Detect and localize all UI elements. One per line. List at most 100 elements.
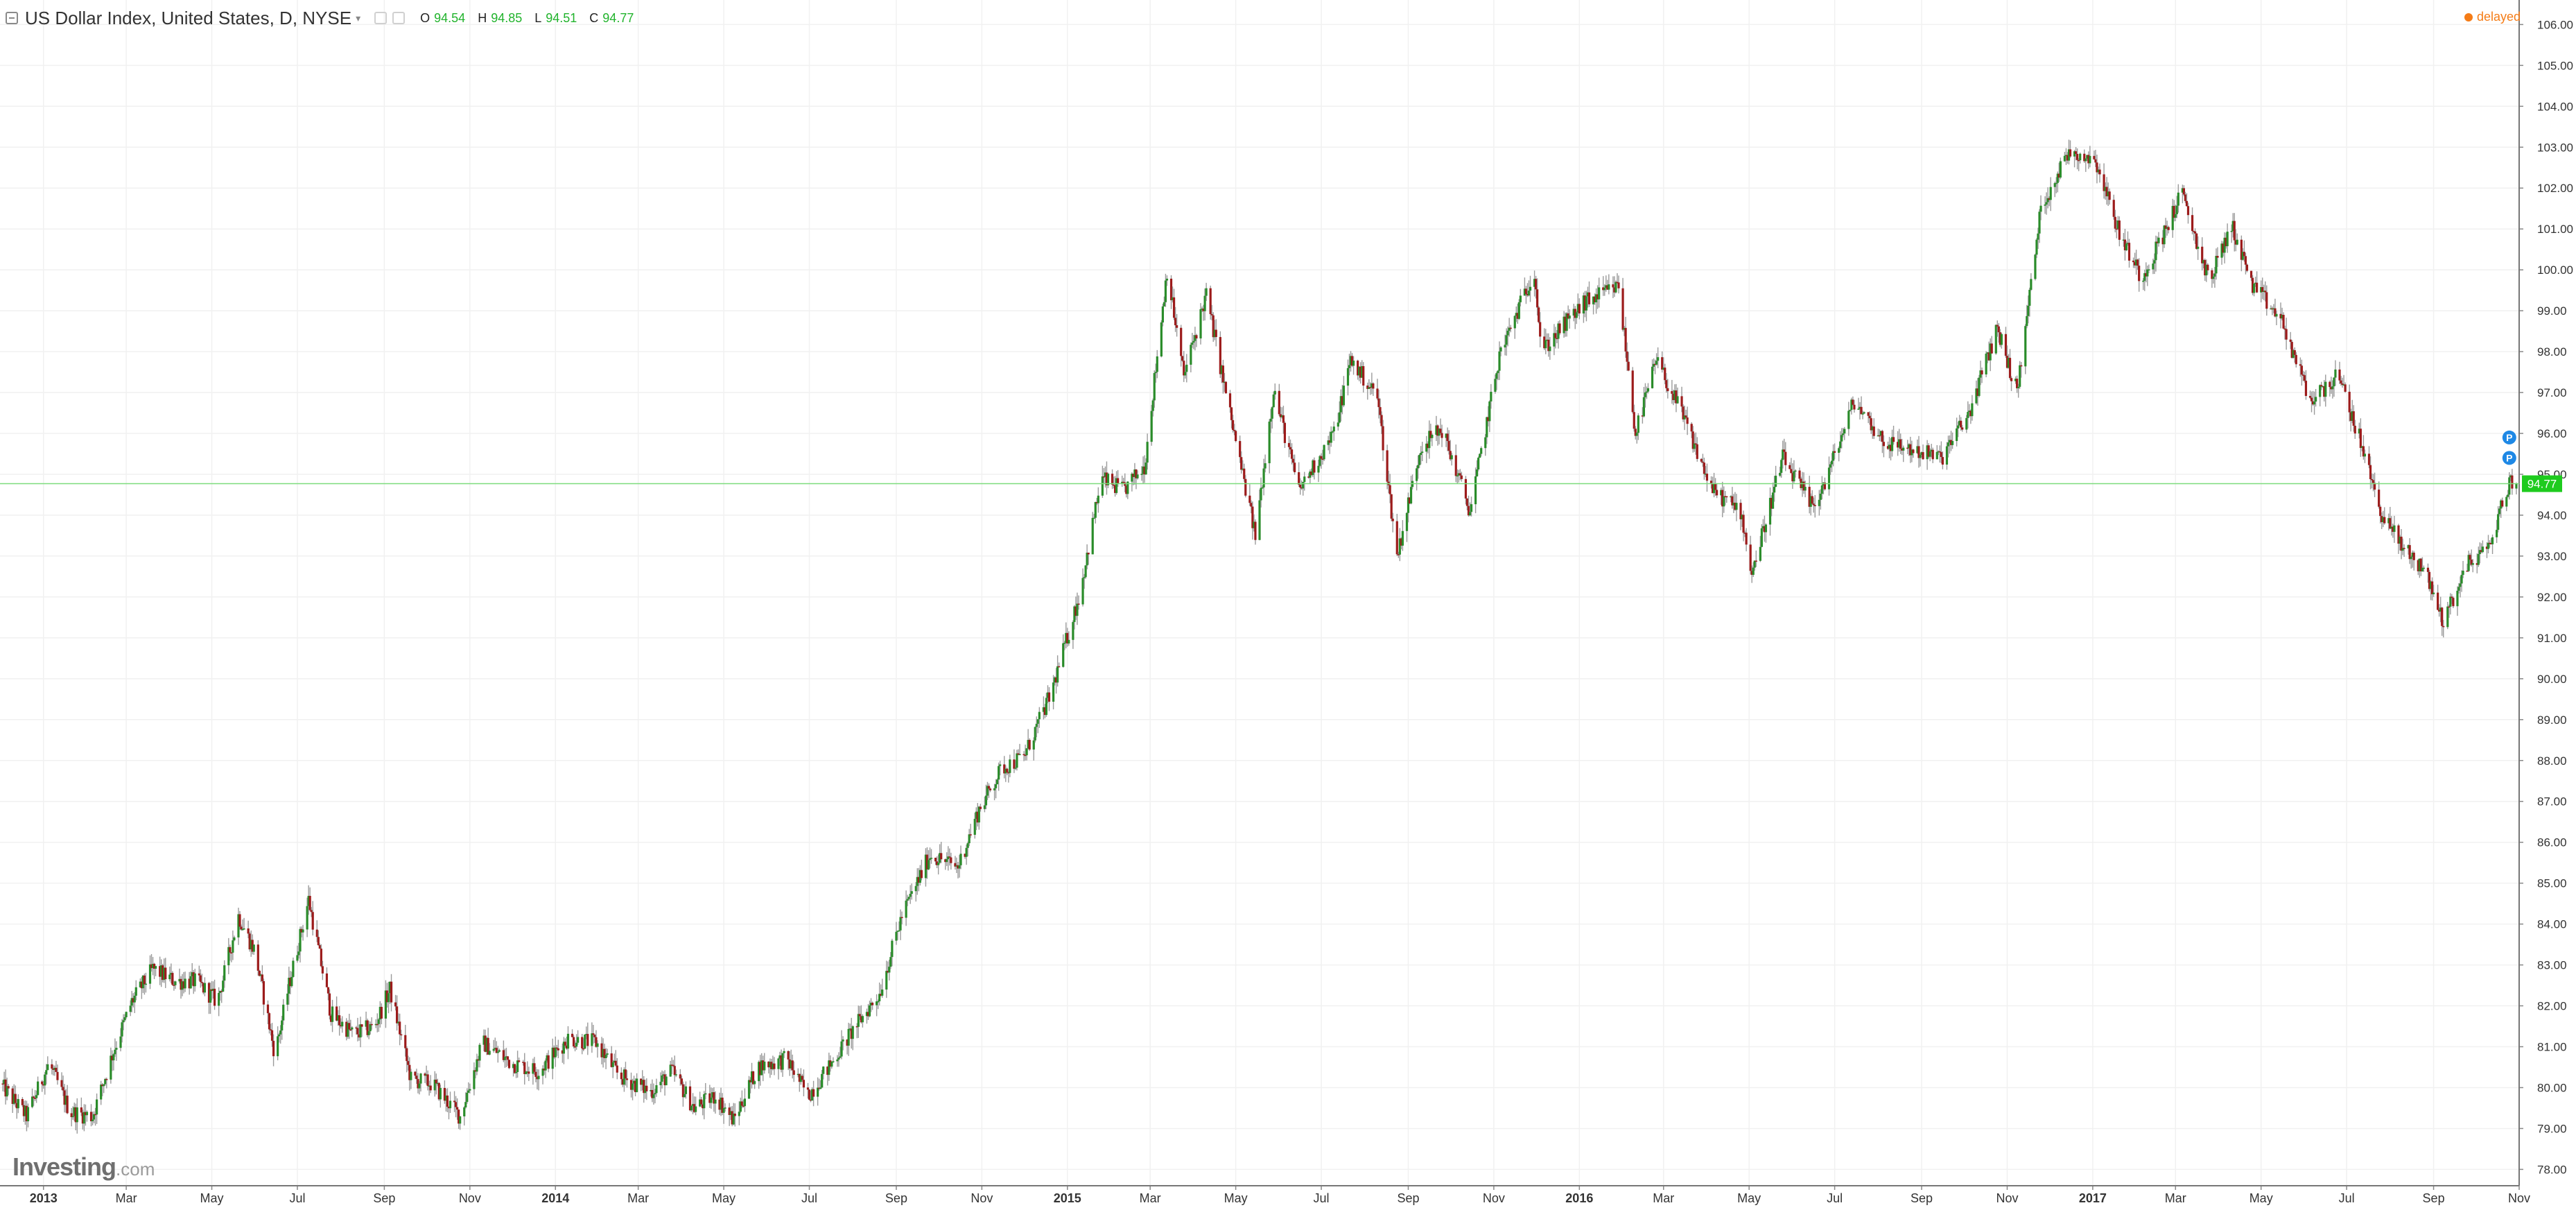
candle-up [2017,386,2020,388]
candle-down [269,1029,272,1030]
x-tick-label: Jul [801,1191,817,1205]
candle-down [643,1080,645,1094]
candle-up [3,1079,6,1084]
candle-up [1185,364,1188,372]
candle-down [2373,483,2376,490]
candle-down [2417,560,2419,571]
candle-down [2192,231,2195,232]
y-tick-label: 82.00 [2537,1000,2567,1013]
candle-down [1102,476,1106,478]
candle-up [1438,429,1441,436]
candle-up [1978,377,1981,397]
chevron-down-icon[interactable]: ▾ [356,12,361,24]
candle-up [2456,590,2459,607]
candle-down [792,1070,795,1075]
candle-up [516,1060,519,1072]
candle-down [1017,753,1020,755]
candle-up [466,1092,469,1103]
candle-down [1055,677,1058,683]
candle-down [487,1037,489,1055]
y-tick-label: 87.00 [2537,795,2567,809]
candle-up [439,1088,442,1100]
candle-down [523,1062,526,1075]
candle-up [2220,243,2223,258]
candle-up [2351,411,2353,421]
candle-up [958,865,961,869]
candle-up [2399,536,2401,544]
candle-down [651,1089,654,1098]
candle-up [562,1042,566,1054]
candle-up [96,1099,98,1115]
candle-up [2462,570,2464,576]
x-tick-label: Mar [1653,1191,1674,1205]
candle-up [1431,434,1434,438]
candle-down [2466,570,2469,572]
candle-down [84,1112,87,1116]
candle-up [2142,280,2145,282]
candle-down [1390,494,1393,519]
candle-down [385,990,389,1003]
dividend-marker-label: P [2506,432,2512,443]
candle-up [1838,448,1840,453]
candle-down [1287,442,1291,447]
candle-down [2330,387,2333,390]
candle-up [1346,368,1350,386]
candle-up [1104,472,1107,477]
y-tick-label: 86.00 [2537,836,2567,849]
candle-down [1564,316,1567,331]
candle-up [174,981,177,985]
candle-down [582,1048,585,1050]
candle-down [1357,361,1359,376]
candle-up [1499,347,1502,352]
candle-up [1258,500,1261,540]
candle-up [1840,435,1843,442]
candle-up [2449,596,2452,607]
settings-icon[interactable] [374,12,388,24]
candle-down [2173,205,2175,218]
candle-down [1783,449,1786,452]
candle-up [2107,191,2109,197]
candle-down [1341,396,1343,406]
candle-down [66,1096,69,1114]
candle-up [675,1074,677,1075]
candle-down [1616,282,1619,284]
candle-up [1775,476,1777,487]
candle-down [360,1024,363,1027]
candle-up [1494,379,1497,392]
candle-down [595,1037,598,1047]
candle-up [1086,553,1088,566]
instrument-title[interactable]: US Dollar Index, United States, D, NYSE [25,7,352,28]
candle-down [2362,446,2365,457]
candle-up [532,1063,534,1074]
candle-down [1976,388,1979,397]
candle-up [1115,478,1118,493]
collapse-icon[interactable] [6,12,18,24]
candle-down [1400,538,1402,546]
candle-down [2293,350,2296,355]
candle-up [1025,748,1028,756]
candle-up [1847,410,1850,429]
candle-up [433,1080,436,1091]
candle-down [1889,444,1892,451]
candle-down [2008,358,2012,379]
candle-down [484,1035,487,1052]
candle-down [272,1040,275,1057]
close-icon[interactable] [392,12,406,24]
candle-up [1498,351,1501,371]
candle-down [1543,336,1546,349]
candle-up [1720,490,1723,496]
candle-down [1742,515,1745,533]
candle-up [122,1020,125,1023]
candle-up [1752,567,1755,576]
candle-down [1307,476,1310,478]
candle-down [404,1035,407,1048]
candle-up [1615,282,1617,293]
candle-down [1181,356,1184,361]
candle-down [2164,225,2167,230]
candle-down [513,1064,516,1073]
candle-up [129,1005,132,1012]
candle-up [369,1023,372,1032]
candle-down [2103,174,2105,191]
candle-up [1416,468,1418,481]
